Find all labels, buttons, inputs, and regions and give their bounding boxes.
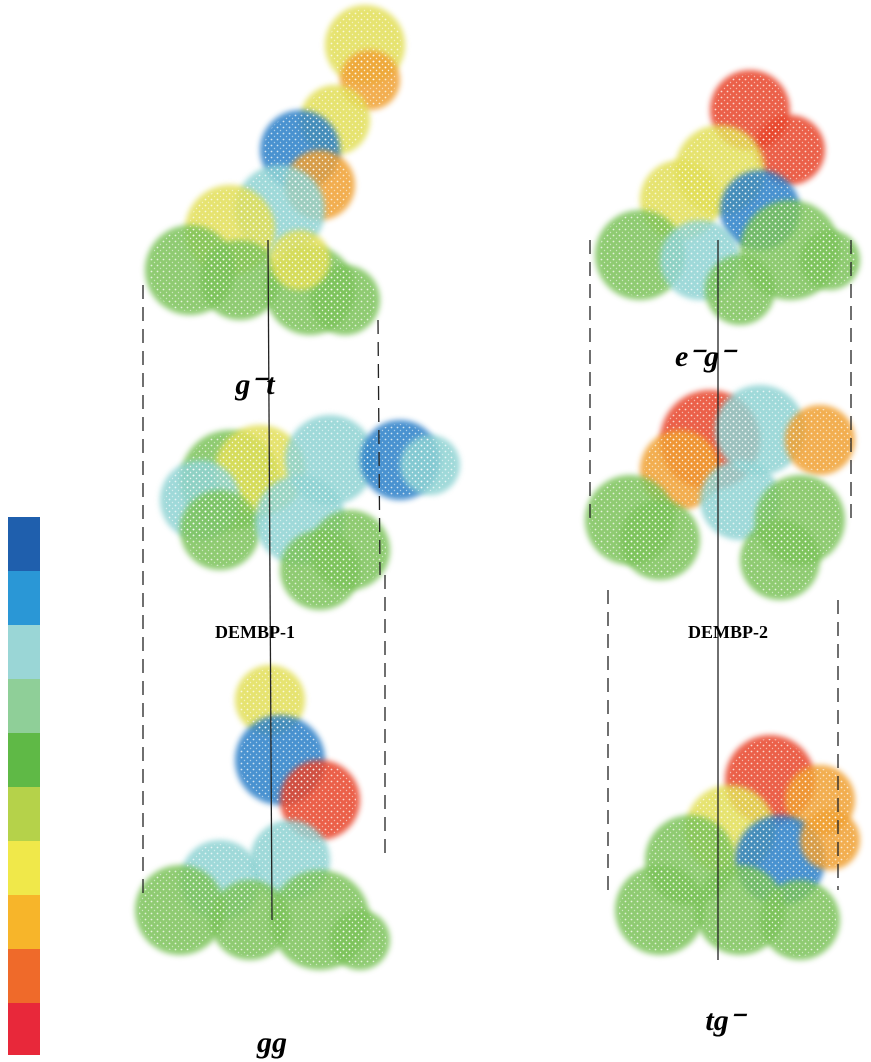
surface-mesh — [764, 884, 836, 956]
scale-step — [8, 841, 40, 895]
molecule — [135, 665, 390, 970]
compound-label: DEMBP-2 — [688, 622, 768, 642]
conformer-label: tg⁻ — [705, 1004, 747, 1037]
scale-step — [8, 949, 40, 1003]
conformer-label: g⁻t — [234, 368, 276, 401]
solid-guide — [268, 240, 272, 920]
scale-step — [8, 733, 40, 787]
surface-mesh — [314, 269, 376, 331]
surface-mesh — [204, 244, 276, 316]
molecule — [145, 5, 405, 335]
scale-step — [8, 895, 40, 949]
surface-mesh — [789, 409, 851, 471]
molecule — [615, 735, 860, 960]
surface-mesh — [619, 869, 701, 951]
molecule — [160, 415, 460, 610]
surface-mesh — [334, 914, 386, 966]
scale-step — [8, 517, 40, 571]
surface-mesh — [184, 494, 256, 566]
molecule-surfaces — [135, 5, 860, 970]
figure: g⁻t e⁻g⁻ DEMBP-1 DEMBP-2 gg tg⁻ — [0, 0, 871, 1062]
surface-mesh — [274, 234, 326, 286]
scale-step — [8, 679, 40, 733]
compound-label: DEMBP-1 — [215, 622, 295, 642]
scale-step — [8, 625, 40, 679]
surface-mesh — [744, 524, 816, 596]
scale-step — [8, 1003, 40, 1055]
color-scale — [8, 517, 40, 1055]
surface-mesh — [719, 389, 801, 471]
surface-mesh — [759, 119, 821, 181]
surface-mesh — [804, 814, 856, 866]
surface-mesh — [404, 439, 456, 491]
surface-mesh — [139, 869, 221, 951]
molecule — [585, 385, 855, 600]
scale-step — [8, 787, 40, 841]
conformer-label: e⁻g⁻ — [675, 340, 738, 373]
conformer-label: gg — [256, 1026, 287, 1059]
surface-mesh — [804, 234, 856, 286]
surface-mesh — [624, 504, 696, 576]
scale-step — [8, 571, 40, 625]
molecule — [595, 70, 860, 325]
surface-mesh — [284, 534, 356, 606]
